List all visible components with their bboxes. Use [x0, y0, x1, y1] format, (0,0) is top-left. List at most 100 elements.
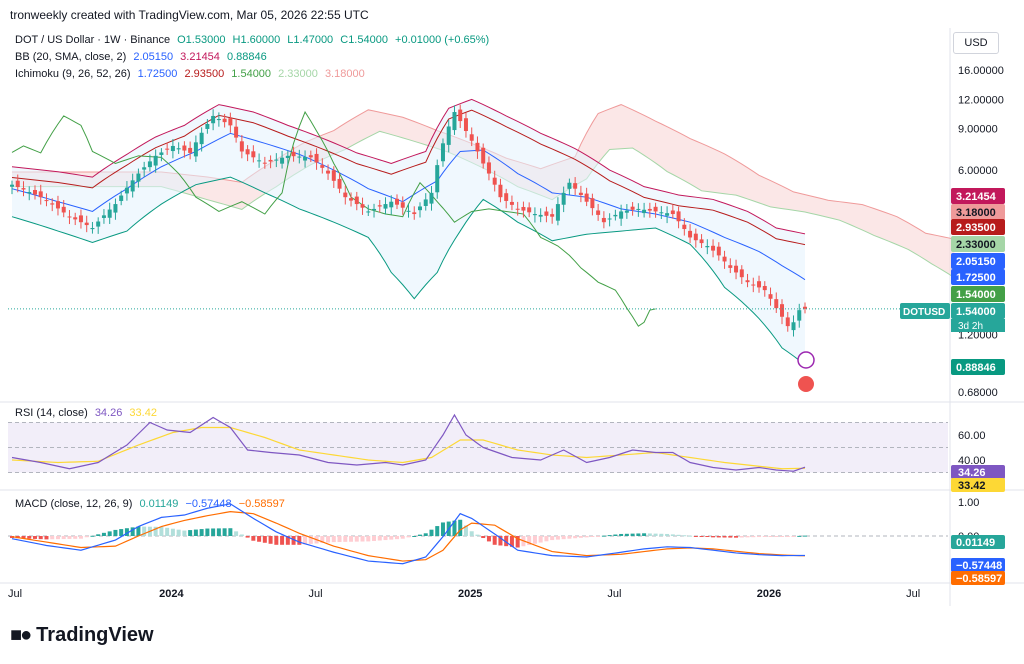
candle-body: [216, 118, 221, 121]
macd-histogram-bar: [360, 536, 365, 542]
macd-histogram-bar: [176, 529, 181, 536]
candle-body: [119, 195, 124, 201]
price-tag: [951, 269, 1005, 285]
tradingview-logo-icon: ■●: [10, 624, 32, 646]
price-tag-label: 3.18000: [956, 207, 996, 219]
tradingview-logo[interactable]: ■● TradingView: [10, 624, 154, 647]
legend-ichimoku: Ichimoku (9, 26, 52, 26) 1.72500 2.93500…: [15, 68, 369, 80]
candle-body: [303, 156, 308, 161]
price-tag-label: 2.05150: [956, 256, 996, 268]
macd-histogram-bar: [498, 536, 503, 546]
candle-body: [274, 159, 279, 161]
legend-ichi-spana: 2.33000: [278, 68, 318, 80]
candle-body: [624, 210, 629, 213]
candle-body: [446, 126, 451, 145]
candle-body: [797, 310, 802, 321]
candle-body: [734, 265, 739, 273]
candle-body: [544, 211, 549, 216]
candle-body: [337, 178, 342, 189]
candle-body: [27, 192, 32, 194]
price-tick-label: 1.20000: [958, 329, 998, 341]
macd-histogram-bar: [774, 536, 779, 537]
macd-histogram-bar: [716, 536, 721, 538]
candle-body: [188, 147, 193, 153]
macd-histogram-bar: [665, 533, 670, 536]
candle-body: [538, 214, 543, 217]
candle-body: [124, 187, 129, 194]
macd-histogram-bar: [440, 522, 445, 536]
macd-histogram-bar: [670, 534, 675, 536]
macd-histogram-bar: [291, 536, 296, 545]
macd-histogram-bar: [538, 536, 543, 543]
macd-histogram-bar: [492, 536, 497, 545]
macd-histogram-bar: [757, 536, 762, 538]
candle-body: [383, 204, 388, 209]
macd-histogram-bar: [73, 536, 78, 539]
macd-histogram-bar: [67, 536, 72, 539]
bb-upper-line: [11, 98, 806, 235]
candle-body: [84, 222, 89, 226]
legend-macd-signal: −0.58597: [238, 498, 285, 510]
candle-body: [653, 206, 658, 212]
candle-body: [159, 152, 164, 155]
macd-histogram-bar: [395, 536, 400, 540]
candle-body: [320, 165, 325, 168]
candle-body: [372, 208, 377, 211]
macd-histogram-bar: [412, 536, 417, 537]
macd-histogram-bar: [38, 536, 43, 540]
macd-histogram-bar: [205, 528, 210, 536]
candle-body: [481, 147, 486, 164]
time-axis-label: Jul: [8, 588, 22, 600]
macd-histogram-bar: [630, 533, 635, 536]
legend-macd-hist: 0.01149: [139, 498, 179, 510]
macd-signal-line: [11, 511, 806, 562]
price-tag-label: 2.93500: [956, 222, 996, 234]
macd-histogram-bar: [578, 536, 583, 538]
macd-histogram-bar: [377, 536, 382, 541]
macd-histogram-bar: [21, 536, 26, 539]
candle-body: [222, 118, 227, 123]
legend-ichi-name[interactable]: Ichimoku (9, 26, 52, 26): [15, 68, 131, 80]
macd-histogram-bar: [739, 536, 744, 538]
macd-histogram-bar: [768, 536, 773, 537]
candle-body: [193, 142, 198, 157]
price-tag: [951, 359, 1005, 375]
currency-button[interactable]: USD: [953, 32, 999, 54]
macd-histogram-bar: [199, 529, 204, 536]
macd-histogram-bar: [527, 536, 532, 546]
macd-histogram-bar: [676, 534, 681, 536]
candle-body: [412, 212, 417, 215]
time-axis-label: 2024: [159, 588, 184, 600]
macd-histogram-bar: [101, 532, 106, 536]
macd-histogram-bar: [32, 536, 37, 539]
legend-rsi-name[interactable]: RSI (14, close): [15, 407, 88, 419]
macd-histogram-bar: [481, 536, 486, 539]
macd-histogram-bar: [555, 536, 560, 540]
macd-histogram-bar: [544, 536, 549, 542]
macd-histogram-bar: [44, 536, 49, 540]
candle-body: [803, 306, 807, 309]
legend-bb-upper: 3.21454: [180, 51, 220, 63]
legend-open: O1.53000: [177, 34, 226, 46]
candle-body: [262, 162, 267, 164]
price-tag: [951, 236, 1005, 252]
macd-histogram-bar: [182, 530, 187, 536]
candle-body: [705, 246, 710, 248]
candle-body: [601, 217, 606, 223]
legend-high: H1.60000: [232, 34, 281, 46]
candle-body: [182, 145, 187, 151]
legend-symbol[interactable]: DOT / US Dollar · 1W · Binance: [15, 34, 171, 46]
legend-bb-name[interactable]: BB (20, SMA, close, 2): [15, 51, 127, 63]
candle-body: [21, 188, 26, 190]
macd-histogram-bar: [688, 535, 693, 537]
candle-body: [504, 193, 509, 201]
legend-macd-name[interactable]: MACD (close, 12, 26, 9): [15, 498, 133, 510]
candle-body: [475, 142, 480, 152]
macd-histogram-bar: [170, 528, 175, 536]
rsi-tag: [951, 465, 1005, 479]
candle-body: [774, 299, 779, 309]
candle-body: [297, 156, 302, 158]
macd-histogram-bar: [596, 536, 601, 537]
macd-histogram-bar: [509, 536, 514, 547]
